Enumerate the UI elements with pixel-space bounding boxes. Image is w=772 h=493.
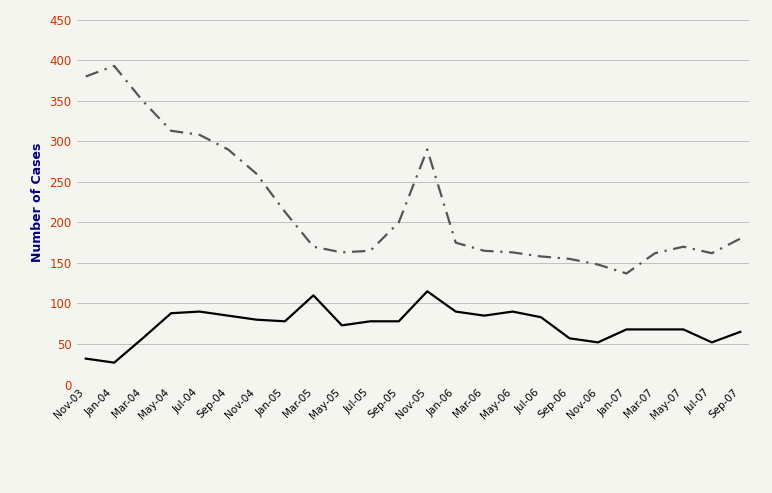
Denominator: [451, 240, 460, 246]
Numerator: [309, 292, 318, 298]
Numerator: [451, 309, 460, 315]
Numerator: [422, 288, 432, 294]
Numerator: [394, 318, 404, 324]
Denominator: [223, 146, 232, 152]
Denominator: [736, 236, 745, 242]
Denominator: [594, 262, 603, 268]
Denominator: [138, 98, 147, 104]
Numerator: [679, 326, 688, 332]
Denominator: [508, 249, 517, 255]
Numerator: [650, 326, 659, 332]
Numerator: [110, 360, 119, 366]
Denominator: [621, 271, 631, 277]
Denominator: [479, 248, 489, 254]
Numerator: [138, 335, 147, 341]
Denominator: [110, 63, 119, 69]
Numerator: [81, 355, 90, 361]
Numerator: [537, 315, 546, 320]
Denominator: [337, 249, 347, 255]
Denominator: [167, 128, 176, 134]
Denominator: [565, 256, 574, 262]
Denominator: [394, 219, 404, 225]
Denominator: [650, 250, 659, 256]
Numerator: [479, 313, 489, 318]
Numerator: [195, 309, 205, 315]
Denominator: [366, 248, 375, 254]
Denominator: [195, 132, 205, 138]
Line: Numerator: Numerator: [86, 291, 740, 363]
Numerator: [366, 318, 375, 324]
Denominator: [422, 146, 432, 152]
Numerator: [508, 309, 517, 315]
Denominator: [280, 209, 290, 215]
Numerator: [252, 317, 261, 322]
Numerator: [565, 335, 574, 341]
Line: Denominator: Denominator: [86, 66, 740, 274]
Denominator: [707, 250, 716, 256]
Denominator: [252, 171, 261, 176]
Numerator: [337, 322, 347, 328]
Numerator: [621, 326, 631, 332]
Numerator: [223, 313, 232, 318]
Numerator: [594, 339, 603, 345]
Numerator: [280, 318, 290, 324]
Numerator: [707, 339, 716, 345]
Numerator: [167, 310, 176, 316]
Y-axis label: Number of Cases: Number of Cases: [31, 142, 44, 262]
Denominator: [309, 244, 318, 249]
Numerator: [736, 329, 745, 335]
Denominator: [679, 244, 688, 249]
Denominator: [537, 253, 546, 259]
Denominator: [81, 73, 90, 79]
